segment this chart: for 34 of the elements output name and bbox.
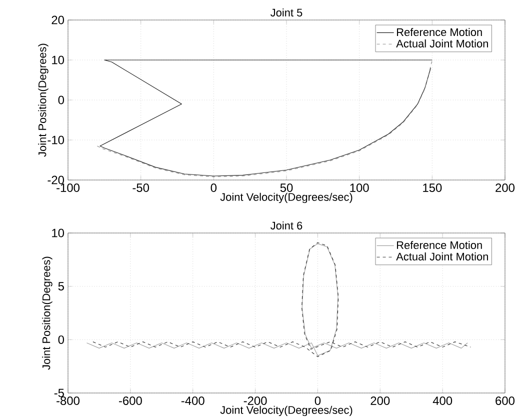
x-axis-title: Joint Velocity(Degrees/sec) [220,406,352,416]
x-tick-label: 0 [210,183,217,192]
x-axis-title: Joint Velocity(Degrees/sec) [220,192,352,203]
y-tick-label: 20 [52,16,64,24]
y-tick-label: -20 [48,176,64,184]
x-tick-label: -200 [244,396,267,405]
x-tick-label: 100 [350,183,369,192]
y-axis-title: Joint Position(Degrees) [38,44,48,157]
chart-title: Joint 6 [270,221,302,230]
chart-title: Joint 5 [270,8,302,16]
x-tick-label: -600 [118,396,142,405]
x-tick-label: 150 [423,183,442,192]
y-tick-label: -10 [48,136,64,144]
x-tick-label: 0 [314,396,321,405]
x-tick-label: -100 [56,183,80,192]
y-tick-label: 10 [52,56,64,64]
x-tick-label: -400 [181,396,204,405]
legend-label: Actual Joint Motion [396,39,488,48]
y-tick-label: 0 [58,335,64,344]
x-tick-label: -50 [132,183,150,192]
legend-label: Reference Motion [397,28,482,36]
x-tick-label: 200 [370,396,390,405]
x-tick-label: 600 [496,396,515,405]
legend-label: Reference Motion [397,240,482,249]
legend-label: Actual Joint Motion [396,252,488,260]
y-axis-title: Joint Position(Degrees) [42,256,52,370]
y-tick-label: 10 [52,228,64,238]
y-tick-label: 0 [58,96,64,104]
x-tick-label: 400 [432,396,452,405]
x-tick-label: -800 [56,396,80,405]
y-tick-label: 5 [58,282,64,290]
x-tick-label: 200 [496,183,515,192]
y-tick-label: -5 [54,388,64,397]
x-tick-label: 50 [280,183,293,192]
